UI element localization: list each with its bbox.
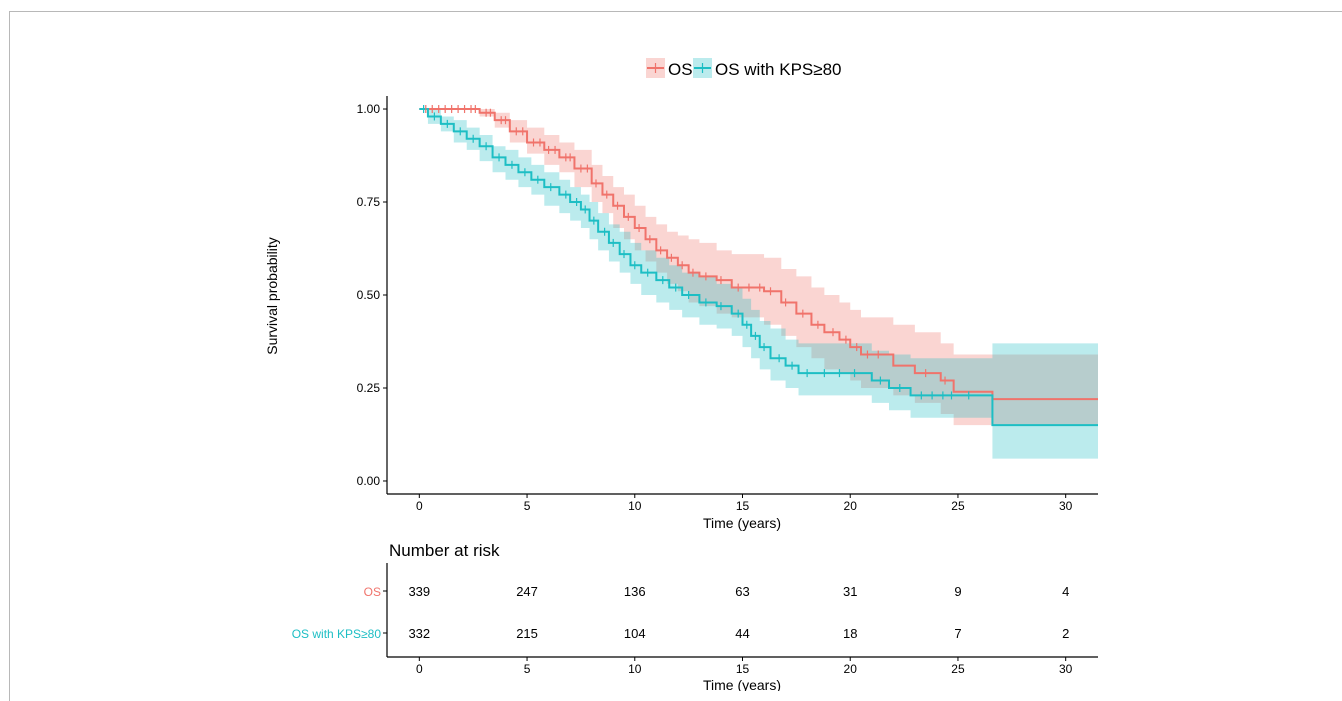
risk-x-tick-label: 10 (628, 662, 642, 676)
x-tick-label: 5 (524, 499, 531, 513)
legend: OS OS with KPS≥80 (646, 58, 842, 79)
risk-row-label: OS with KPS≥80 (292, 627, 382, 641)
risk-count: 2 (1062, 626, 1069, 641)
risk-count: 63 (735, 584, 749, 599)
risk-x-tick-label: 15 (736, 662, 750, 676)
x-tick-label: 10 (628, 499, 642, 513)
x-tick-label: 0 (416, 499, 423, 513)
figure-frame (9, 11, 1342, 701)
risk-count: 4 (1062, 584, 1069, 599)
risk-count: 31 (843, 584, 857, 599)
risk-x-tick-label: 20 (844, 662, 858, 676)
y-tick-label: 0.00 (357, 474, 381, 488)
risk-table-title: Number at risk (389, 541, 500, 560)
survival-curve-kps (419, 108, 1098, 427)
risk-count: 44 (735, 626, 749, 641)
risk-x-tick-label: 5 (524, 662, 531, 676)
risk-count: 9 (954, 584, 961, 599)
y-tick-label: 0.75 (357, 195, 381, 209)
risk-row-label: OS (364, 585, 381, 599)
risk-table-x-axis-title: Time (years) (703, 677, 781, 691)
y-tick-label: 1.00 (357, 102, 381, 116)
risk-count: 247 (516, 584, 538, 599)
x-tick-label: 20 (844, 499, 858, 513)
y-tick-label: 0.50 (357, 288, 381, 302)
y-axis-title: Survival probability (264, 237, 280, 355)
risk-x-tick-label: 0 (416, 662, 423, 676)
x-tick-label: 25 (951, 499, 965, 513)
legend-label-kps: OS with KPS≥80 (715, 60, 842, 79)
ci-band-kps (419, 109, 1098, 459)
survival-curve-os (419, 108, 1098, 401)
risk-count: 7 (954, 626, 961, 641)
risk-x-tick-label: 30 (1059, 662, 1073, 676)
x-tick-label: 15 (736, 499, 750, 513)
y-tick-label: 0.25 (357, 381, 381, 395)
ci-band-os (419, 109, 1098, 426)
risk-count: 18 (843, 626, 857, 641)
risk-count: 332 (408, 626, 430, 641)
legend-label-os: OS (668, 60, 693, 79)
risk-count: 339 (408, 584, 430, 599)
risk-count: 215 (516, 626, 538, 641)
x-axis-title: Time (years) (703, 515, 781, 531)
x-tick-label: 30 (1059, 499, 1073, 513)
risk-count: 136 (624, 584, 646, 599)
risk-x-tick-label: 25 (951, 662, 965, 676)
risk-count: 104 (624, 626, 646, 641)
